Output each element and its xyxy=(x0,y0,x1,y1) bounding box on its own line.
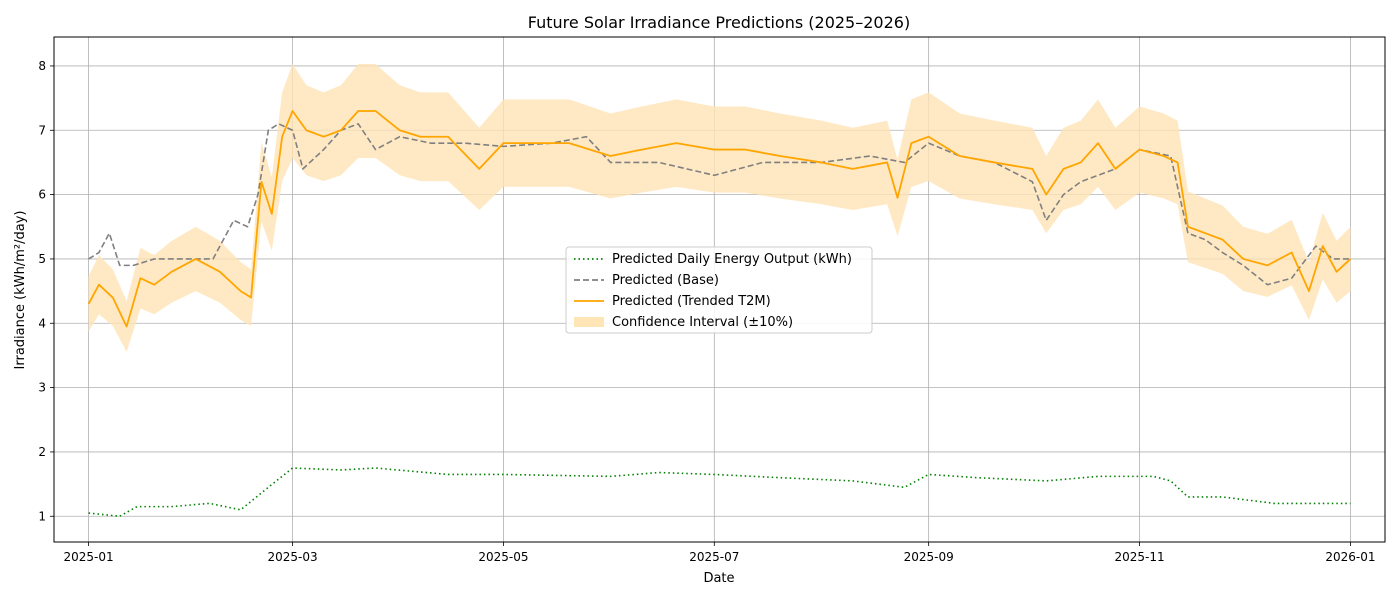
legend-swatch xyxy=(574,317,604,327)
x-tick-label: 2025-05 xyxy=(478,550,528,564)
x-tick-label: 2025-03 xyxy=(267,550,317,564)
x-tick-label: 2025-09 xyxy=(904,550,954,564)
y-axis-label: Irradiance (kWh/m²/day) xyxy=(13,211,28,370)
series-line-predicted-daily-energy-output-kwh xyxy=(88,467,1351,518)
axes-layer xyxy=(53,36,1386,543)
series-line-predicted-base xyxy=(88,123,1351,286)
y-tick-label: 8 xyxy=(38,59,46,73)
legend-label: Predicted (Base) xyxy=(612,273,719,288)
x-axis-label: Date xyxy=(703,571,734,586)
x-tick-label: 2026-01 xyxy=(1325,550,1375,564)
legend-box xyxy=(565,246,873,334)
legend-label: Predicted (Trended T2M) xyxy=(612,294,771,309)
chart-title: Future Solar Irradiance Predictions (202… xyxy=(528,13,910,32)
legend-label: Predicted Daily Energy Output (kWh) xyxy=(612,252,852,267)
series-line-predicted-trended-t2m xyxy=(87,110,1352,328)
y-tick-label: 4 xyxy=(38,316,46,330)
plot-frame xyxy=(53,36,1386,543)
y-tick-label: 6 xyxy=(38,188,46,202)
x-tick-label: 2025-07 xyxy=(689,550,739,564)
ticks-layer: 2025-01 2025-03 2025-05 2025-07 2025-09 2025-… xyxy=(38,59,1375,564)
confidence-band-layer xyxy=(88,64,1351,352)
y-tick-label: 5 xyxy=(38,252,46,266)
y-tick-label: 3 xyxy=(38,381,46,395)
y-tick-label: 7 xyxy=(38,123,46,137)
x-tick-label: 2025-01 xyxy=(64,550,114,564)
y-tick-label: 2 xyxy=(38,445,46,459)
series-layer xyxy=(87,110,1352,518)
legend: Predicted Daily Energy Output (kWh) Predi… xyxy=(565,246,873,334)
x-tick-label: 2025-11 xyxy=(1114,550,1164,564)
confidence-band xyxy=(88,64,1351,352)
y-tick-label: 1 xyxy=(38,509,46,523)
legend-label: Confidence Interval (±10%) xyxy=(612,315,793,330)
